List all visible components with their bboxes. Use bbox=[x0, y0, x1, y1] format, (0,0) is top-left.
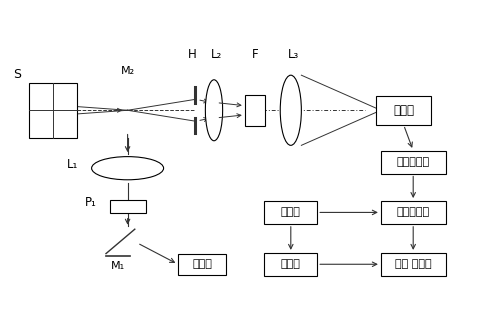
Text: 激光器: 激光器 bbox=[192, 259, 212, 269]
Text: 脉冲 计数器: 脉冲 计数器 bbox=[395, 259, 432, 269]
Text: 单色仪: 单色仪 bbox=[393, 104, 414, 117]
Bar bbox=[110, 200, 146, 213]
Text: H: H bbox=[188, 48, 197, 61]
Bar bbox=[178, 254, 226, 275]
Text: L₂: L₂ bbox=[211, 48, 222, 61]
Text: 相关器: 相关器 bbox=[281, 207, 300, 217]
Text: M₁: M₁ bbox=[111, 261, 125, 271]
Bar bbox=[29, 83, 77, 138]
Text: 计算机: 计算机 bbox=[281, 259, 300, 269]
Ellipse shape bbox=[280, 75, 301, 145]
Bar bbox=[381, 253, 446, 276]
Text: L₁: L₁ bbox=[66, 158, 78, 171]
Bar bbox=[264, 253, 317, 276]
Text: L₃: L₃ bbox=[288, 48, 299, 61]
Text: 光电转换器: 光电转换器 bbox=[396, 157, 430, 167]
Bar bbox=[381, 201, 446, 224]
Bar bbox=[264, 201, 317, 224]
Text: S: S bbox=[13, 68, 21, 81]
Ellipse shape bbox=[206, 80, 222, 141]
Bar bbox=[244, 95, 265, 126]
Ellipse shape bbox=[92, 157, 164, 180]
Bar bbox=[381, 151, 446, 174]
Text: M₂: M₂ bbox=[120, 66, 134, 76]
Text: 信号放大器: 信号放大器 bbox=[396, 207, 430, 217]
Text: F: F bbox=[252, 48, 258, 61]
Bar bbox=[376, 96, 431, 125]
Text: P₁: P₁ bbox=[84, 196, 96, 209]
